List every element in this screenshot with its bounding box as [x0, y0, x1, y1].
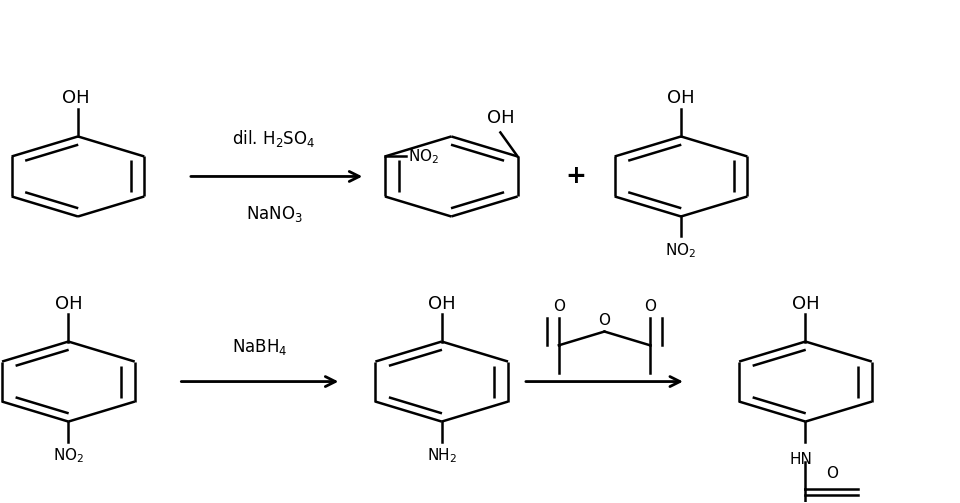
- Text: O: O: [826, 466, 838, 481]
- Text: HN: HN: [789, 452, 812, 467]
- Text: +: +: [565, 164, 587, 189]
- Text: NH$_2$: NH$_2$: [426, 447, 457, 465]
- Text: O: O: [644, 299, 656, 314]
- Text: O: O: [598, 312, 611, 327]
- Text: OH: OH: [667, 90, 695, 108]
- Text: NO$_2$: NO$_2$: [665, 241, 697, 260]
- Text: NO$_2$: NO$_2$: [53, 447, 84, 465]
- Text: OH: OH: [792, 295, 819, 312]
- Text: OH: OH: [487, 110, 515, 127]
- Text: NaBH$_4$: NaBH$_4$: [232, 337, 288, 357]
- Text: OH: OH: [428, 295, 456, 312]
- Text: NaNO$_3$: NaNO$_3$: [246, 204, 302, 224]
- Text: dil. H$_2$SO$_4$: dil. H$_2$SO$_4$: [232, 128, 316, 149]
- Text: NO$_2$: NO$_2$: [408, 147, 439, 166]
- Text: O: O: [553, 299, 564, 314]
- Text: OH: OH: [62, 90, 90, 108]
- Text: OH: OH: [55, 295, 83, 312]
